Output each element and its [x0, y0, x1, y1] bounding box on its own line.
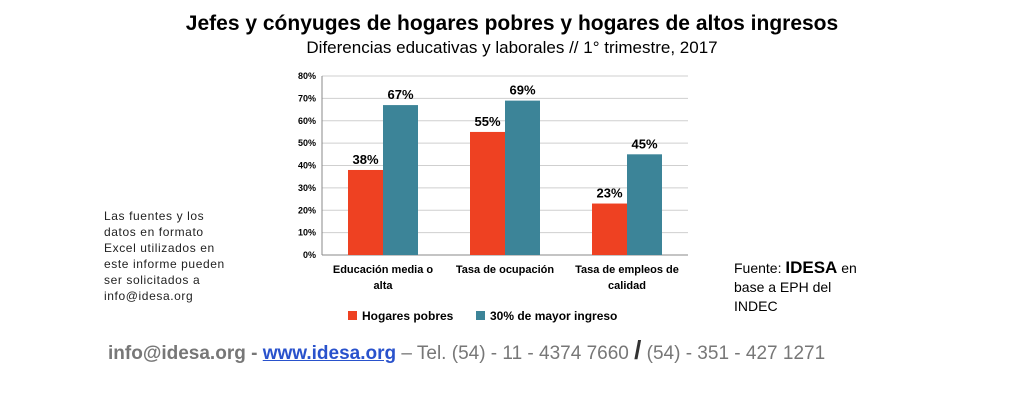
x-tick-label: alta: [374, 280, 394, 292]
footer-website-link[interactable]: www.idesa.org: [262, 343, 397, 364]
footer-slash: /: [634, 335, 642, 365]
footer-email[interactable]: info@idesa.org: [108, 343, 246, 364]
source-note: Fuente: IDESA en base a EPH del INDEC: [734, 258, 857, 316]
note-line: ser solicitados a: [104, 273, 201, 287]
bar: [470, 131, 505, 255]
legend-swatch: [348, 311, 357, 320]
data-label: 23%: [596, 186, 622, 201]
source-line-2: base a EPH del: [734, 279, 832, 295]
legend-label: Hogares pobres: [362, 309, 454, 323]
note-line: info@idesa.org: [104, 289, 194, 303]
y-tick-label: 20%: [298, 205, 316, 215]
source-line-3: INDEC: [734, 298, 778, 314]
data-label: 67%: [387, 87, 413, 102]
source-brand: IDESA: [785, 258, 838, 277]
y-tick-label: 40%: [298, 161, 316, 171]
y-tick-label: 0%: [303, 250, 316, 260]
y-tick-label: 60%: [298, 116, 316, 126]
bar-chart: 0% 10% 20% 30% 40% 50% 60% 70% 80% 38% 67% Educació…: [280, 70, 700, 340]
x-tick-label: Tasa de empleos de: [575, 264, 679, 276]
x-tick-label: Educación media o: [333, 264, 434, 276]
legend-label: 30% de mayor ingreso: [490, 309, 617, 323]
note-line: Excel utilizados en: [104, 241, 215, 255]
bar-chart-svg: 0% 10% 20% 30% 40% 50% 60% 70% 80% 38% 67% Educació…: [298, 71, 688, 323]
footer-phone-1: – Tel. (54) - 11 - 4374 7660: [396, 343, 635, 364]
data-label: 69%: [509, 83, 535, 98]
y-tick-label: 10%: [298, 228, 316, 238]
bar: [348, 169, 383, 255]
data-label: 45%: [631, 136, 657, 151]
y-tick-label: 80%: [298, 71, 316, 81]
legend-swatch: [476, 311, 485, 320]
source-line-1: Fuente: IDESA en: [734, 258, 857, 277]
note-line: datos en formato: [104, 225, 204, 239]
x-tick-label: calidad: [608, 280, 646, 292]
y-tick-label: 70%: [298, 93, 316, 103]
footer-separator: -: [245, 343, 263, 364]
y-tick-label: 30%: [298, 183, 316, 193]
data-label: 55%: [474, 114, 500, 129]
bar: [505, 100, 540, 255]
chart-title: Jefes y cónyuges de hogares pobres y hog…: [185, 12, 839, 35]
x-tick-label: Tasa de ocupación: [456, 264, 554, 276]
y-tick-label: 50%: [298, 138, 316, 148]
data-request-note: Las fuentes y los datos en formato Excel…: [104, 208, 274, 304]
bar: [383, 105, 418, 256]
note-line: este informe pueden: [104, 257, 225, 271]
bar: [627, 154, 662, 255]
footer-phone-2: (54) - 351 - 427 1271: [641, 343, 826, 364]
contact-footer: info@idesa.org - www.idesa.org – Tel. (5…: [108, 335, 825, 366]
note-line: Las fuentes y los: [104, 209, 205, 223]
data-label: 38%: [352, 152, 378, 167]
bar: [592, 203, 627, 255]
chart-subtitle: Diferencias educativas y laborales // 1°…: [306, 38, 718, 57]
